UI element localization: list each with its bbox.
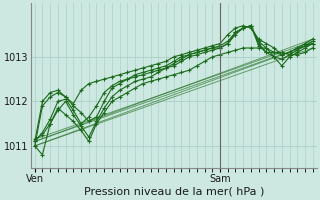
X-axis label: Pression niveau de la mer( hPa ): Pression niveau de la mer( hPa ) bbox=[84, 187, 264, 197]
